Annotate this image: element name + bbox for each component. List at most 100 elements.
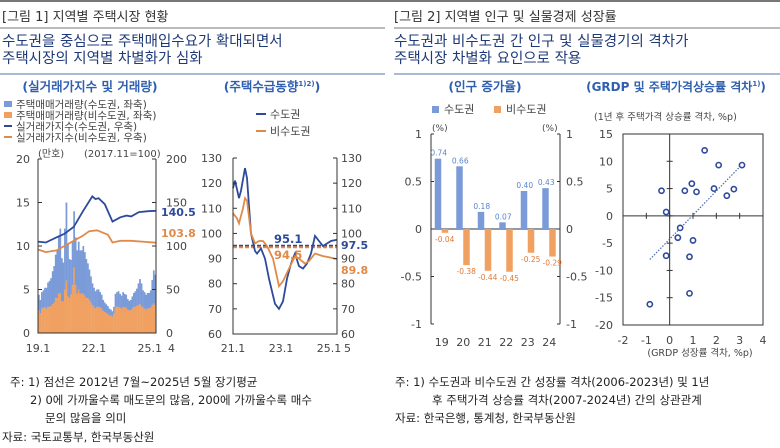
end-label-metro: 140.5 bbox=[161, 206, 196, 219]
bar-metro-volume bbox=[149, 290, 152, 308]
bar-nonmetro bbox=[441, 229, 449, 233]
bar-nonmetro-volume bbox=[148, 308, 151, 333]
bar-nonmetro-volume bbox=[85, 298, 88, 333]
bar-nonmetro-volume bbox=[99, 307, 102, 333]
left-tick-label: 100 bbox=[201, 227, 222, 240]
bar-nonmetro-volume bbox=[105, 312, 108, 333]
x-tick-label: 19.1 bbox=[26, 342, 51, 355]
x-tick-label: 22.1 bbox=[82, 342, 107, 355]
bar-metro bbox=[434, 158, 442, 229]
bar-nonmetro-volume bbox=[117, 306, 120, 333]
legend-swatch-nonmetro bbox=[494, 106, 501, 113]
chart4-title: (GRDP 및 주택가격상승률 격차1)) bbox=[586, 79, 766, 94]
data-label-metro: 0.43 bbox=[538, 178, 555, 187]
bar-metro bbox=[499, 222, 506, 229]
bar-nonmetro-volume bbox=[97, 306, 100, 333]
bar-metro-volume bbox=[106, 306, 109, 314]
x-tick-label: 25.1 bbox=[317, 342, 342, 355]
bar-metro-volume bbox=[119, 293, 121, 308]
x-tick-label: 19 bbox=[435, 336, 449, 349]
right-tick-label: 1 bbox=[566, 128, 573, 141]
x-tick-label: 21 bbox=[478, 336, 492, 349]
bar-metro-volume bbox=[77, 241, 80, 290]
bar-metro-volume bbox=[54, 254, 57, 299]
x-tick-label: 5 bbox=[344, 342, 351, 355]
figure2-note-2: 후 주택가격 상승률 격차(2007-2024년) 간의 상관관계 bbox=[432, 393, 702, 407]
bar-nonmetro-volume bbox=[73, 267, 75, 333]
bar-nonmetro-volume bbox=[57, 292, 60, 333]
bar-nonmetro-volume bbox=[77, 289, 80, 333]
bar-metro-volume bbox=[125, 294, 128, 308]
legend-label: 주택매매거래량(비수도권, 좌축) bbox=[16, 110, 156, 122]
left-tick-label: 70 bbox=[208, 303, 222, 316]
bar-nonmetro-volume bbox=[134, 306, 137, 333]
bar-metro-volume bbox=[51, 271, 54, 305]
y-axis-label: (1년 후 주택가격 상승률 격차, %p) bbox=[594, 111, 737, 123]
bar-nonmetro-volume bbox=[126, 309, 129, 333]
bar-nonmetro-volume bbox=[56, 298, 59, 333]
data-label-nonmetro: -0.44 bbox=[478, 273, 498, 282]
line-nonmetro bbox=[232, 196, 338, 289]
right-tick-label: 60 bbox=[341, 328, 355, 341]
bar-metro-volume bbox=[122, 292, 125, 307]
unit-left: (%) bbox=[432, 124, 448, 134]
bar-metro-volume bbox=[146, 292, 149, 309]
bar-metro-volume bbox=[91, 283, 94, 306]
bar-nonmetro-volume bbox=[87, 298, 89, 333]
data-label-nonmetro: -0.29 bbox=[543, 259, 563, 268]
bar-nonmetro-volume bbox=[143, 308, 146, 333]
chart4-title-text: (GRDP 및 주택가격상승률 격차 bbox=[586, 79, 752, 94]
scatter-point bbox=[662, 252, 670, 260]
right-tick-label: 70 bbox=[341, 303, 355, 316]
bar-nonmetro bbox=[506, 229, 513, 272]
x-tick-label: 23 bbox=[521, 336, 535, 349]
x-tick-label: -1 bbox=[641, 334, 652, 347]
legend-label: 실거래가지수(비수도권, 우축) bbox=[16, 132, 147, 144]
data-label-metro: 0.66 bbox=[452, 156, 469, 165]
bar-metro-volume bbox=[56, 250, 59, 299]
bar-nonmetro-volume bbox=[102, 311, 105, 333]
bar-metro-volume bbox=[142, 290, 144, 308]
end-label-nonmetro: 89.8 bbox=[341, 264, 368, 277]
bar-nonmetro-volume bbox=[131, 308, 134, 333]
bar-metro-volume bbox=[145, 294, 148, 310]
bar-nonmetro bbox=[484, 229, 492, 271]
bar-nonmetro-volume bbox=[129, 310, 132, 333]
left-tick-label: 20 bbox=[16, 153, 30, 166]
bar-metro-volume bbox=[152, 270, 155, 304]
bar-nonmetro bbox=[527, 229, 535, 253]
legend-swatch-metro-volume bbox=[4, 101, 12, 107]
bar-nonmetro-volume bbox=[93, 306, 95, 333]
right-tick-label: 0.5 bbox=[566, 176, 584, 189]
bar-nonmetro-volume bbox=[74, 285, 77, 333]
bar-nonmetro-volume bbox=[110, 315, 112, 333]
bar-nonmetro-volume bbox=[38, 310, 40, 333]
bar-metro-volume bbox=[59, 228, 62, 294]
data-label-metro: 0.07 bbox=[495, 212, 512, 221]
bar-metro-volume bbox=[96, 289, 98, 307]
bar-metro-volume bbox=[97, 289, 100, 307]
bar-metro bbox=[477, 211, 485, 229]
data-label-nonmetro: -0.38 bbox=[457, 267, 477, 276]
bar-metro-volume bbox=[50, 278, 52, 307]
figure1-subtitle: 수도권을 중심으로 주택매입수요가 확대되면서 주택시장의 지역별 차별화가 심… bbox=[2, 34, 283, 68]
scatter-point bbox=[686, 289, 693, 297]
bar-metro-volume bbox=[113, 306, 115, 314]
left-tick-label: 10 bbox=[16, 240, 30, 253]
left-tick-label: 1 bbox=[415, 128, 422, 141]
bar-nonmetro-volume bbox=[71, 285, 74, 333]
legend-label: 수도권 bbox=[270, 108, 300, 121]
bar-nonmetro-volume bbox=[51, 304, 54, 333]
left-tick-label: -0.5 bbox=[401, 271, 422, 284]
bar-nonmetro-volume bbox=[113, 313, 115, 333]
right-tick-label: 90 bbox=[341, 253, 355, 266]
bar-nonmetro-volume bbox=[145, 309, 148, 333]
bar-nonmetro-volume bbox=[41, 308, 43, 333]
bar-metro-volume bbox=[57, 236, 60, 293]
data-label-metro: 0.74 bbox=[430, 149, 447, 158]
left-tick-label: 15 bbox=[16, 197, 30, 210]
bar-metro-volume bbox=[71, 241, 74, 286]
bar-metro-volume bbox=[62, 262, 65, 302]
y-tick-label: -10 bbox=[595, 264, 613, 277]
